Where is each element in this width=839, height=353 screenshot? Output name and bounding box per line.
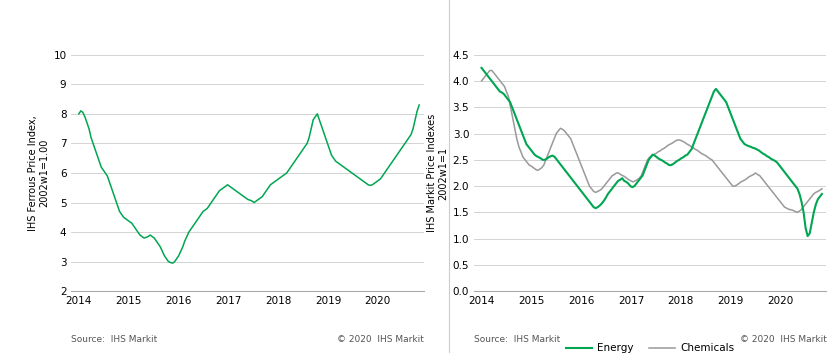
Text: Ferrous prices: Ferrous prices xyxy=(76,31,176,44)
Chemicals xyxy=(489,71,499,75)
Chemicals xyxy=(477,79,487,83)
Y-axis label: IHS Ferrous Price Index,
2002w1=1.00: IHS Ferrous Price Index, 2002w1=1.00 xyxy=(28,115,50,231)
Chemicals xyxy=(518,155,528,159)
Energy xyxy=(676,156,686,160)
Text: © 2020  IHS Markit: © 2020 IHS Markit xyxy=(739,335,826,345)
Text: Energy and chemicals: Energy and chemicals xyxy=(478,31,632,44)
Energy xyxy=(748,146,758,150)
Energy xyxy=(817,192,827,196)
Y-axis label: IHS Markit Price Indexes
2002w1=1: IHS Markit Price Indexes 2002w1=1 xyxy=(427,114,448,232)
Text: Source:  IHS Markit: Source: IHS Markit xyxy=(71,335,158,345)
Energy xyxy=(575,187,585,191)
Energy xyxy=(477,66,487,70)
Line: Chemicals: Chemicals xyxy=(482,71,822,213)
Chemicals xyxy=(817,187,827,191)
Chemicals xyxy=(709,160,719,164)
Chemicals xyxy=(485,68,495,73)
Chemicals xyxy=(512,137,522,141)
Text: Source:  IHS Markit: Source: IHS Markit xyxy=(474,335,560,345)
Energy xyxy=(538,158,548,162)
Energy xyxy=(670,160,680,164)
Text: © 2020  IHS Markit: © 2020 IHS Markit xyxy=(336,335,424,345)
Line: Energy: Energy xyxy=(482,68,822,236)
Chemicals xyxy=(603,179,613,183)
Energy xyxy=(803,234,813,238)
Legend: Energy, Chemicals: Energy, Chemicals xyxy=(561,339,739,353)
Chemicals xyxy=(792,210,802,215)
Energy xyxy=(592,205,602,209)
Chemicals xyxy=(743,176,753,180)
